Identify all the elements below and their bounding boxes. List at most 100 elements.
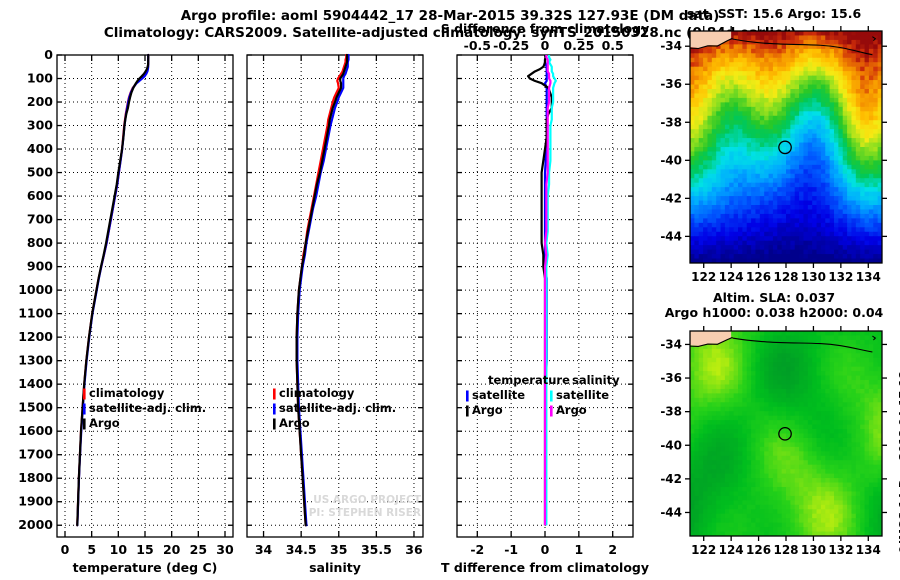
map-cell [720, 53, 726, 59]
map-cell [781, 120, 787, 126]
map-cell [790, 518, 796, 524]
map-cell [820, 518, 826, 524]
map-cell [790, 205, 796, 211]
map-cell [790, 531, 796, 536]
map-cell [781, 89, 787, 95]
map-cell [768, 200, 774, 206]
map-cell [847, 75, 853, 81]
map-cell [786, 353, 791, 359]
map-cell [759, 388, 765, 394]
map-cell [790, 39, 796, 45]
map-cell [873, 71, 879, 77]
map-cell [877, 451, 882, 457]
map-cell [729, 178, 735, 184]
map-cell [864, 339, 870, 345]
map-cell [729, 249, 735, 255]
map-cell [816, 93, 822, 99]
map-cell [777, 218, 783, 224]
map-cell [720, 397, 726, 403]
map-cell [860, 209, 866, 215]
map-cell [777, 231, 783, 237]
map-cell [777, 236, 783, 242]
map-cell [868, 71, 874, 77]
map-cell [794, 240, 800, 246]
map-cell [838, 446, 844, 452]
map-cell [690, 380, 695, 386]
map-cell [777, 169, 783, 175]
map-cell [759, 222, 765, 228]
map-cell [746, 44, 752, 50]
map-cell [803, 35, 809, 41]
map-cell [868, 44, 874, 50]
map-cell [847, 169, 853, 175]
map-cell [803, 213, 809, 219]
map-cell [746, 384, 752, 390]
map-cell [733, 187, 739, 193]
map-cell [707, 231, 713, 237]
map-cell [759, 75, 765, 81]
map-cell [742, 222, 748, 228]
map-cell [812, 388, 818, 394]
map-cell [834, 460, 839, 466]
map-cell [733, 500, 739, 506]
map-cell [799, 531, 805, 536]
map-cell [803, 133, 809, 139]
map-cell [877, 245, 882, 251]
map-cell [829, 451, 835, 457]
map-cell [860, 331, 866, 337]
map-cell [746, 196, 752, 202]
map-cell [690, 120, 695, 126]
map-cell [751, 442, 757, 448]
map-cell [847, 84, 853, 90]
map-cell [698, 164, 704, 170]
map-cell [777, 446, 783, 452]
map-cell [864, 495, 870, 501]
map-cell [729, 362, 735, 368]
map-cell [799, 451, 805, 457]
map-cell [847, 57, 853, 63]
map-cell [777, 44, 783, 50]
map-cell [698, 420, 704, 426]
map-cell [703, 371, 709, 377]
map-cell [829, 66, 835, 72]
map-cell [729, 254, 735, 260]
map-cell [751, 129, 757, 135]
map-cell [825, 509, 831, 515]
map-cell [868, 89, 874, 95]
map-cell [764, 164, 770, 170]
map-cell [724, 236, 730, 242]
map-cell [807, 335, 813, 341]
map-cell [764, 222, 770, 228]
map-cell [733, 424, 739, 430]
map-cell [799, 460, 805, 466]
coastline [732, 38, 873, 56]
map-cell [794, 469, 800, 475]
map-cell [746, 366, 752, 372]
map-cell [707, 402, 713, 408]
map-cell [807, 155, 813, 161]
map-cell [738, 464, 743, 470]
map-cell [698, 478, 704, 484]
map-cell [733, 380, 739, 386]
map-cell [842, 97, 848, 103]
map-cell [698, 509, 704, 515]
map-cell [742, 200, 748, 206]
map-cell [799, 89, 805, 95]
map-cell [794, 71, 800, 77]
map-cell [742, 71, 748, 77]
map-cell [759, 129, 765, 135]
map-cell [838, 236, 844, 242]
map-cell [855, 411, 861, 417]
map-cell [851, 213, 857, 219]
map-cell [860, 500, 866, 506]
map-cell [825, 169, 831, 175]
map-cell [707, 509, 713, 515]
map-cell [711, 249, 717, 255]
map-cell [790, 155, 796, 161]
map-cell [847, 93, 853, 99]
map-cell [838, 406, 844, 412]
map-cell [820, 406, 826, 412]
map-cell [816, 97, 822, 103]
map-cell [759, 473, 765, 479]
map-cell [829, 147, 835, 153]
